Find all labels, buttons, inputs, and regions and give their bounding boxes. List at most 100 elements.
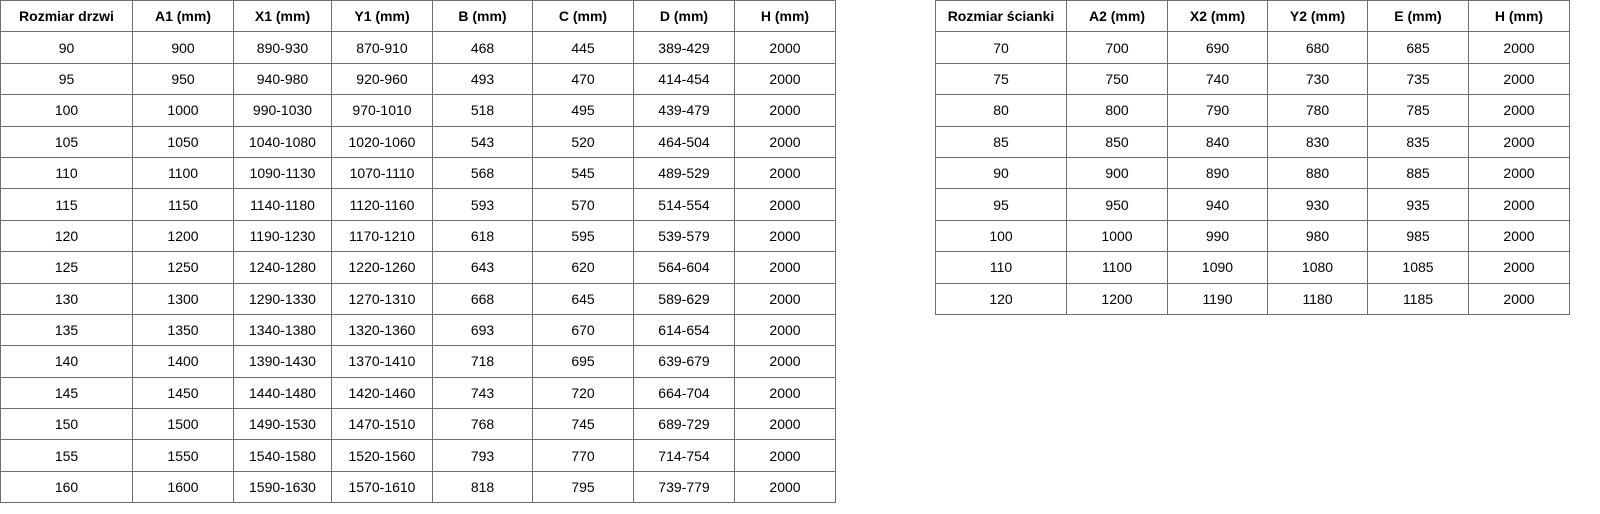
table-cell: 880: [1267, 156, 1368, 190]
column-header: A1 (mm): [132, 0, 234, 33]
table-cell: 643: [432, 251, 533, 284]
table-cell: 589-629: [633, 282, 735, 315]
table-cell: 445: [532, 31, 634, 64]
table-cell: 840: [1167, 125, 1268, 158]
table-cell: 980: [1267, 219, 1368, 253]
header-row: Rozmiar drzwi A1 (mm) X1 (mm) Y1 (mm) B (mm)…: [0, 0, 836, 33]
table-cell: 2000: [1468, 282, 1570, 315]
table-cell: 1100: [1066, 251, 1168, 284]
table-cell: 670: [532, 313, 634, 347]
table-cell: 1590-1630: [233, 470, 332, 504]
table-cell: 135: [0, 313, 133, 347]
table-cell: 614-654: [633, 313, 735, 347]
table-cell: 818: [432, 470, 533, 504]
column-header: H (mm): [734, 0, 836, 33]
table-cell: 1440-1480: [233, 376, 332, 410]
table-row: 110 1100 1090 1080 1085 2000: [935, 251, 1570, 284]
table-cell: 414-454: [633, 62, 735, 96]
table-cell: 800: [1066, 94, 1168, 127]
table-cell: 890: [1167, 156, 1268, 190]
table-cell: 468: [432, 31, 533, 64]
column-header: Y1 (mm): [331, 0, 433, 33]
column-header: B (mm): [432, 0, 533, 33]
table-cell: 900: [1066, 156, 1168, 190]
table-cell: 1190-1230: [233, 219, 332, 253]
table-cell: 2000: [734, 125, 836, 158]
table-cell: 618: [432, 219, 533, 253]
table-cell: 2000: [734, 345, 836, 378]
table-cell: 1090: [1167, 251, 1268, 284]
table-cell: 680: [1267, 31, 1368, 64]
table-cell: 950: [1066, 188, 1168, 221]
table-cell: 1250: [132, 251, 234, 284]
table-cell: 115: [0, 188, 133, 221]
column-header: H (mm): [1468, 0, 1570, 33]
table-cell: 1200: [132, 219, 234, 253]
table-cell: 564-604: [633, 251, 735, 284]
table-cell: 1490-1530: [233, 408, 332, 441]
table-cell: 110: [0, 156, 133, 190]
table-cell: 689-729: [633, 408, 735, 441]
table-cell: 1240-1280: [233, 251, 332, 284]
table-cell: 730: [1267, 62, 1368, 96]
table-cell: 735: [1367, 62, 1469, 96]
table-cell: 75: [935, 62, 1067, 96]
table-cell: 70: [935, 31, 1067, 64]
table-cell: 1520-1560: [331, 439, 433, 472]
table-cell: 1200: [1066, 282, 1168, 315]
table-cell: 593: [432, 188, 533, 221]
table-cell: 2000: [1468, 62, 1570, 96]
table-cell: 2000: [734, 251, 836, 284]
table-cell: 850: [1066, 125, 1168, 158]
table-row: 125 1250 1240-1280 1220-1260 643 620 564-604 20…: [0, 251, 836, 284]
table-cell: 389-429: [633, 31, 735, 64]
table-cell: 1290-1330: [233, 282, 332, 315]
table-cell: 835: [1367, 125, 1469, 158]
table-cell: 2000: [734, 376, 836, 410]
table-cell: 539-579: [633, 219, 735, 253]
table-cell: 2000: [734, 31, 836, 64]
table-cell: 620: [532, 251, 634, 284]
table-cell: 80: [935, 94, 1067, 127]
table-cell: 2000: [1468, 156, 1570, 190]
table-cell: 790: [1167, 94, 1268, 127]
table-cell: 770: [532, 439, 634, 472]
table-cell: 518: [432, 94, 533, 127]
table-cell: 160: [0, 470, 133, 504]
table-cell: 1185: [1367, 282, 1469, 315]
table-cell: 2000: [1468, 125, 1570, 158]
table-cell: 970-1010: [331, 94, 433, 127]
table-cell: 470: [532, 62, 634, 96]
table-cell: 120: [0, 219, 133, 253]
table-cell: 718: [432, 345, 533, 378]
table-cell: 1270-1310: [331, 282, 433, 315]
table-cell: 935: [1367, 188, 1469, 221]
table-cell: 100: [935, 219, 1067, 253]
table-cell: 150: [0, 408, 133, 441]
table-cell: 745: [532, 408, 634, 441]
table-cell: 545: [532, 156, 634, 190]
table-cell: 1085: [1367, 251, 1469, 284]
table-cell: 85: [935, 125, 1067, 158]
table-cell: 950: [132, 62, 234, 96]
column-header: E (mm): [1367, 0, 1469, 33]
table-cell: 595: [532, 219, 634, 253]
column-header: A2 (mm): [1066, 0, 1168, 33]
table-cell: 1340-1380: [233, 313, 332, 347]
table-cell: 1040-1080: [233, 125, 332, 158]
table-cell: 714-754: [633, 439, 735, 472]
column-header: Y2 (mm): [1267, 0, 1368, 33]
table-row: 100 1000 990-1030 970-1010 518 495 439-479 2000: [0, 94, 836, 127]
table-cell: 125: [0, 251, 133, 284]
table-cell: 940-980: [233, 62, 332, 96]
table-cell: 940: [1167, 188, 1268, 221]
table-cell: 2000: [1468, 219, 1570, 253]
table-cell: 1500: [132, 408, 234, 441]
table-cell: 489-529: [633, 156, 735, 190]
table-cell: 1190: [1167, 282, 1268, 315]
table-cell: 830: [1267, 125, 1368, 158]
table-row: 120 1200 1190 1180 1185 2000: [935, 282, 1570, 315]
table-cell: 90: [0, 31, 133, 64]
table-cell: 1140-1180: [233, 188, 332, 221]
table-cell: 95: [0, 62, 133, 96]
